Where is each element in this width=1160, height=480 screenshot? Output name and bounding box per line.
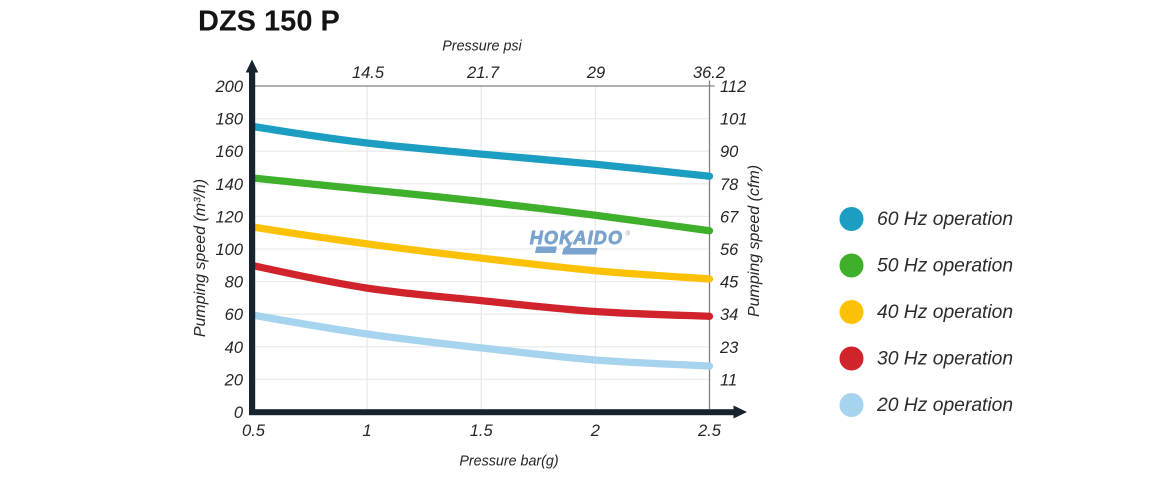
svg-text:1: 1 xyxy=(363,422,372,440)
svg-text:36.2: 36.2 xyxy=(693,64,725,82)
svg-text:101: 101 xyxy=(720,111,748,129)
svg-text:90: 90 xyxy=(720,143,739,161)
svg-text:0.5: 0.5 xyxy=(242,422,266,440)
svg-text:DZS 150 P: DZS 150 P xyxy=(198,6,340,38)
svg-text:60: 60 xyxy=(225,306,244,324)
svg-text:30 Hz operation: 30 Hz operation xyxy=(877,349,1013,370)
svg-text:100: 100 xyxy=(215,241,243,259)
svg-text:20 Hz operation: 20 Hz operation xyxy=(876,395,1013,416)
svg-text:112: 112 xyxy=(720,78,746,96)
svg-text:20: 20 xyxy=(224,371,244,389)
svg-text:2.5: 2.5 xyxy=(697,422,722,440)
svg-text:Pumping speed (cfm): Pumping speed (cfm) xyxy=(746,165,763,317)
svg-text:160: 160 xyxy=(215,143,243,161)
svg-text:50 Hz operation: 50 Hz operation xyxy=(877,256,1013,277)
svg-text:34: 34 xyxy=(720,306,738,324)
svg-text:Pressure bar(g): Pressure bar(g) xyxy=(459,454,558,470)
svg-text:67: 67 xyxy=(720,208,739,226)
svg-text:2: 2 xyxy=(590,422,600,440)
svg-text:80: 80 xyxy=(225,274,244,292)
svg-text:0: 0 xyxy=(234,404,244,422)
svg-text:®: ® xyxy=(626,231,631,238)
svg-text:120: 120 xyxy=(215,208,243,226)
svg-text:200: 200 xyxy=(214,78,243,96)
svg-text:40 Hz operation: 40 Hz operation xyxy=(877,302,1013,323)
svg-text:Pumping speed (m³/h): Pumping speed (m³/h) xyxy=(192,179,209,337)
svg-text:23: 23 xyxy=(719,339,739,357)
svg-text:180: 180 xyxy=(215,111,243,129)
svg-text:60 Hz operation: 60 Hz operation xyxy=(877,209,1013,230)
svg-text:29: 29 xyxy=(586,64,605,82)
svg-text:14.5: 14.5 xyxy=(352,64,385,82)
svg-text:Pressure psi: Pressure psi xyxy=(442,39,522,55)
svg-text:21.7: 21.7 xyxy=(466,64,500,82)
svg-text:45: 45 xyxy=(720,274,739,292)
svg-text:40: 40 xyxy=(225,339,244,357)
svg-text:78: 78 xyxy=(720,176,739,194)
svg-text:56: 56 xyxy=(720,241,739,259)
svg-text:11: 11 xyxy=(720,371,737,389)
svg-text:HOKAIDO: HOKAIDO xyxy=(530,228,623,248)
svg-text:140: 140 xyxy=(215,176,243,194)
svg-text:1.5: 1.5 xyxy=(470,422,494,440)
